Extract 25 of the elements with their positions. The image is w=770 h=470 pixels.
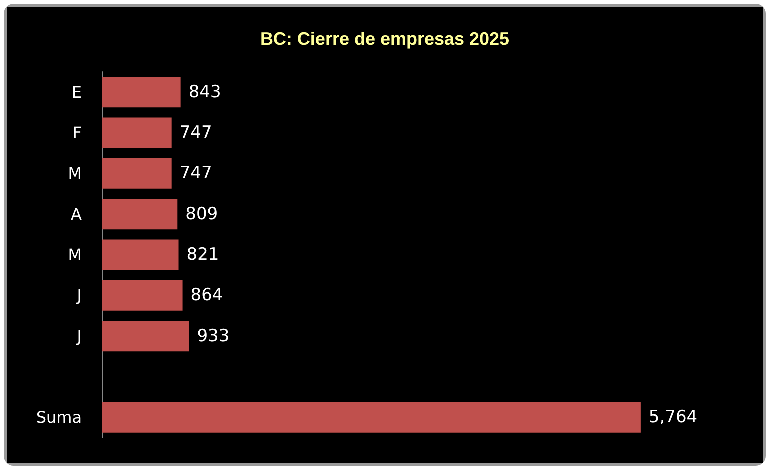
bar: [102, 199, 178, 230]
data-label: 809: [186, 204, 218, 224]
bar: [102, 402, 641, 433]
y-tick-label: M: [68, 164, 82, 184]
y-tick-label: J: [76, 326, 82, 346]
bar: [102, 118, 172, 148]
y-tick-label: M: [68, 246, 82, 264]
y-tick-label: Suma: [36, 408, 82, 428]
bar: [102, 280, 183, 311]
bar: [102, 240, 179, 270]
data-label: 747: [180, 123, 212, 143]
data-label: 821: [186, 245, 220, 265]
data-label: 843: [188, 82, 222, 102]
bar: [102, 321, 190, 352]
chart-title: BC: Cierre de empresas 2025: [260, 29, 510, 49]
data-label: 864: [190, 286, 224, 306]
y-tick-label: F: [72, 124, 82, 142]
data-label: 933: [197, 326, 230, 346]
y-tick-label: J: [76, 286, 82, 306]
y-tick-label: A: [71, 204, 82, 224]
bar: [102, 77, 181, 108]
data-label: 747: [180, 164, 212, 184]
data-label: 5,764: [648, 408, 698, 428]
y-tick-label: E: [72, 82, 82, 102]
bar: [102, 158, 172, 189]
